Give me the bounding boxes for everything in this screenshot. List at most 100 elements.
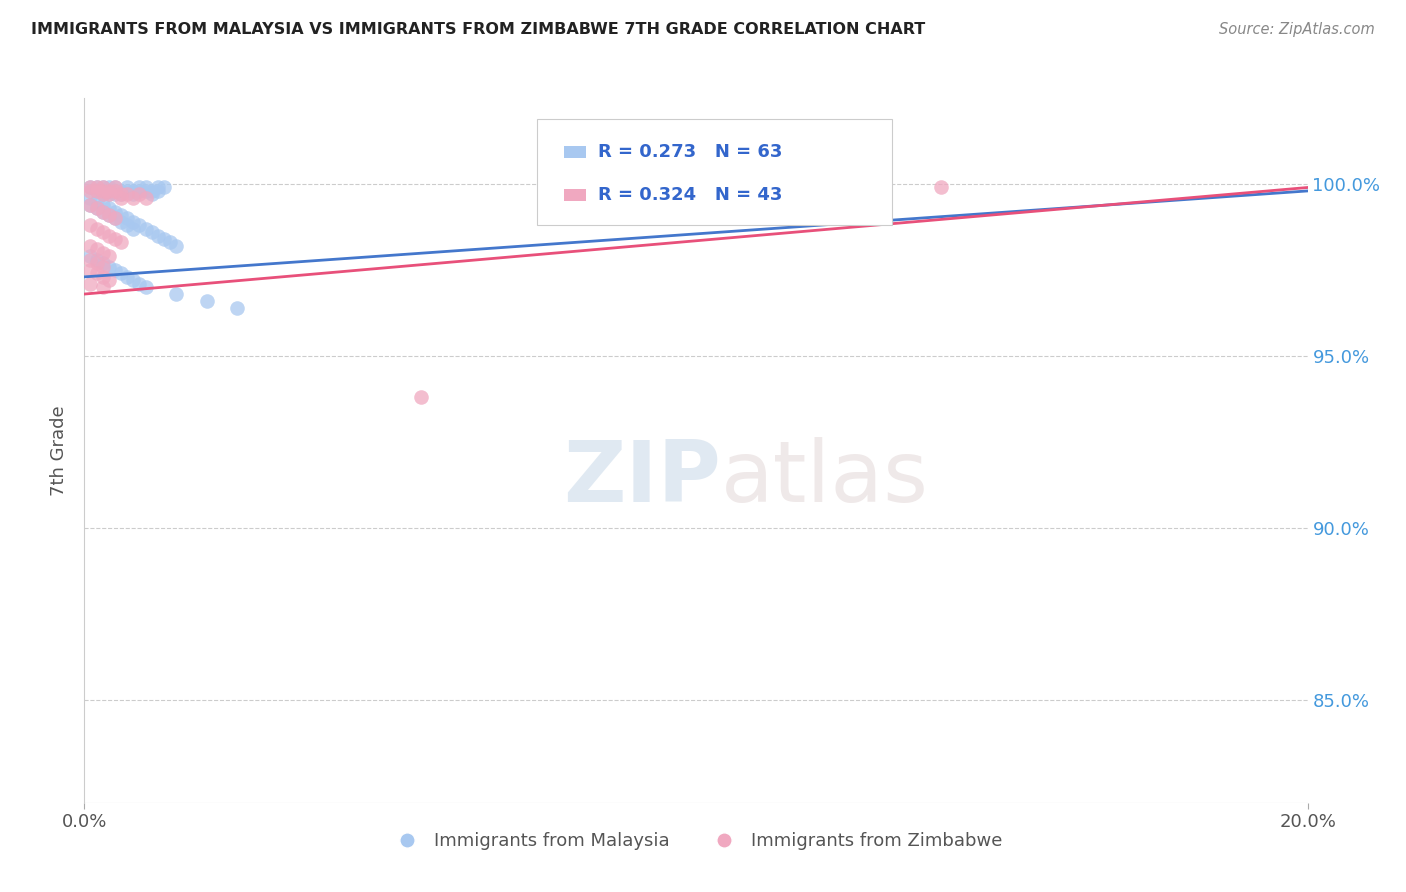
- Point: [79, 197, 101, 211]
- Point: [86, 180, 108, 194]
- Point: [104, 180, 127, 194]
- Point: [128, 277, 150, 291]
- Point: [122, 187, 145, 202]
- Point: [91, 245, 114, 260]
- Text: atlas: atlas: [720, 437, 928, 520]
- Point: [86, 221, 108, 235]
- Point: [79, 249, 101, 263]
- Point: [122, 221, 145, 235]
- Point: [104, 204, 127, 219]
- Point: [110, 191, 132, 205]
- Point: [86, 243, 108, 257]
- Point: [91, 197, 114, 211]
- Point: [104, 187, 127, 202]
- Point: [135, 180, 157, 194]
- Point: [115, 184, 138, 198]
- Point: [153, 180, 176, 194]
- Point: [104, 184, 127, 198]
- Point: [97, 187, 120, 202]
- Point: [97, 208, 120, 222]
- Point: [86, 180, 108, 194]
- Point: [146, 184, 169, 198]
- Point: [110, 235, 132, 250]
- Point: [86, 184, 108, 198]
- Point: [195, 293, 218, 308]
- Text: R = 0.273   N = 63: R = 0.273 N = 63: [598, 143, 783, 161]
- Point: [409, 390, 432, 404]
- Point: [86, 256, 108, 270]
- Point: [97, 273, 120, 287]
- Point: [104, 180, 127, 194]
- Point: [79, 239, 101, 253]
- Point: [86, 252, 108, 267]
- Point: [165, 239, 187, 253]
- Point: [97, 184, 120, 198]
- Point: [97, 208, 120, 222]
- Point: [104, 184, 127, 198]
- Point: [141, 187, 163, 202]
- Legend: Immigrants from Malaysia, Immigrants from Zimbabwe: Immigrants from Malaysia, Immigrants fro…: [382, 825, 1010, 857]
- Text: R = 0.324   N = 43: R = 0.324 N = 43: [598, 186, 783, 204]
- Point: [110, 187, 132, 202]
- Point: [79, 277, 101, 291]
- Point: [122, 273, 145, 287]
- FancyBboxPatch shape: [537, 120, 891, 225]
- Point: [86, 184, 108, 198]
- Point: [135, 184, 157, 198]
- Point: [122, 191, 145, 205]
- Point: [141, 225, 163, 239]
- Point: [97, 187, 120, 202]
- Point: [86, 267, 108, 281]
- Point: [97, 184, 120, 198]
- Point: [91, 204, 114, 219]
- Point: [97, 201, 120, 215]
- Point: [97, 180, 120, 194]
- Point: [115, 187, 138, 202]
- Point: [153, 232, 176, 246]
- FancyBboxPatch shape: [564, 189, 586, 202]
- Point: [146, 228, 169, 243]
- Point: [91, 180, 114, 194]
- Point: [97, 249, 120, 263]
- Point: [91, 187, 114, 202]
- Point: [122, 184, 145, 198]
- Point: [110, 208, 132, 222]
- Point: [79, 180, 101, 194]
- Point: [91, 269, 114, 284]
- Point: [91, 280, 114, 294]
- Point: [79, 184, 101, 198]
- Point: [115, 269, 138, 284]
- Point: [79, 219, 101, 233]
- Point: [104, 211, 127, 226]
- Point: [79, 191, 101, 205]
- Point: [110, 184, 132, 198]
- Point: [128, 184, 150, 198]
- Point: [135, 221, 157, 235]
- Point: [110, 267, 132, 281]
- Point: [135, 191, 157, 205]
- Point: [91, 184, 114, 198]
- Point: [115, 211, 138, 226]
- Point: [128, 219, 150, 233]
- Point: [135, 280, 157, 294]
- Point: [97, 260, 120, 274]
- Point: [79, 197, 101, 211]
- Point: [79, 263, 101, 277]
- Point: [91, 184, 114, 198]
- Point: [86, 194, 108, 209]
- Point: [141, 184, 163, 198]
- Point: [104, 232, 127, 246]
- Point: [91, 225, 114, 239]
- Point: [128, 180, 150, 194]
- Point: [159, 235, 181, 250]
- FancyBboxPatch shape: [564, 145, 586, 158]
- Point: [86, 201, 108, 215]
- Point: [91, 204, 114, 219]
- Point: [79, 252, 101, 267]
- Point: [165, 287, 187, 301]
- Point: [79, 180, 101, 194]
- Point: [91, 187, 114, 202]
- Point: [115, 219, 138, 233]
- Point: [86, 201, 108, 215]
- Point: [110, 187, 132, 202]
